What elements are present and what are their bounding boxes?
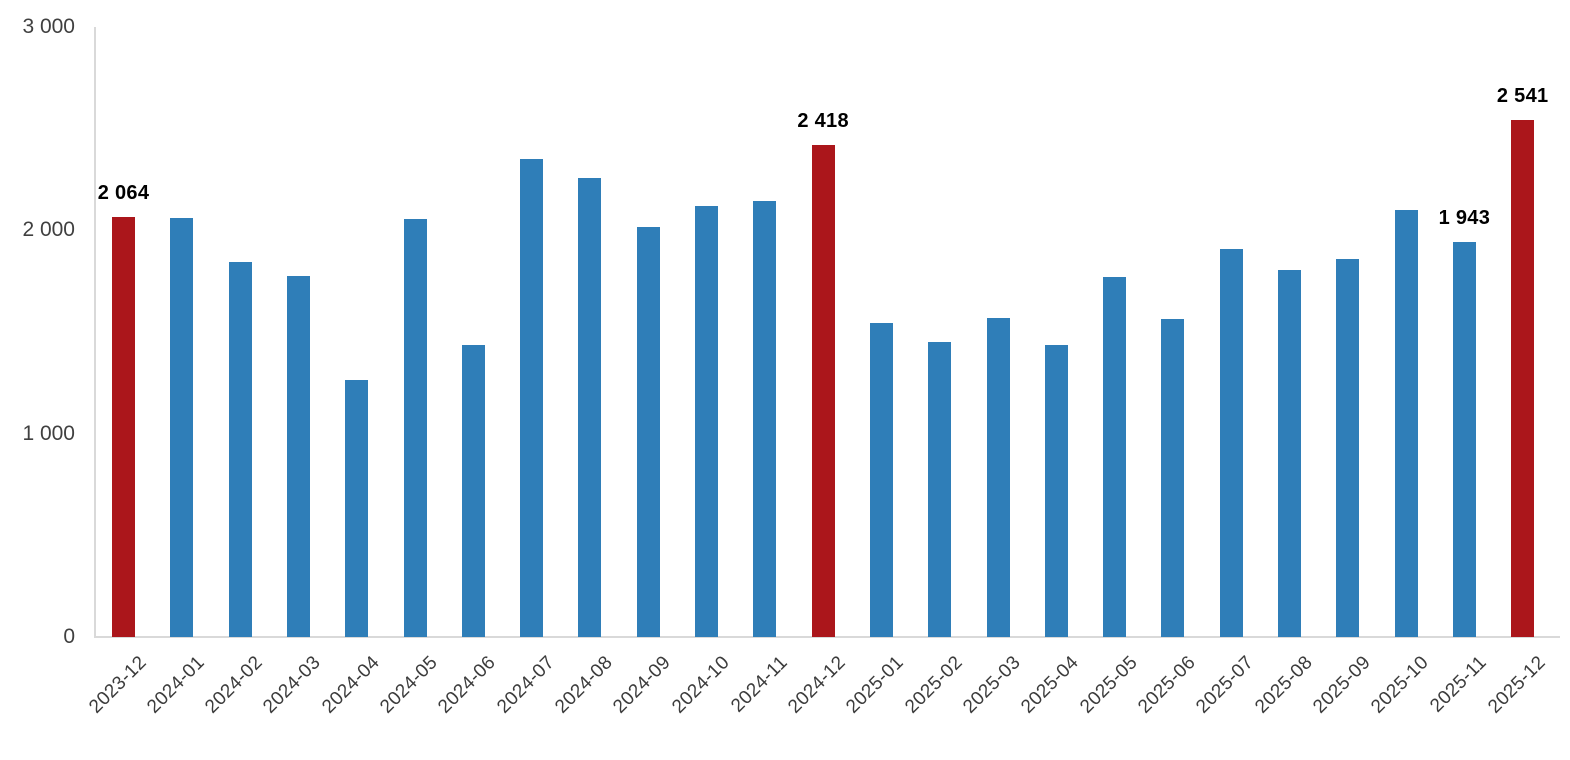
bar-value-label: 2 064 — [97, 182, 150, 205]
y-axis-line — [94, 27, 96, 637]
x-axis-line — [94, 636, 1560, 638]
bar-2025-03 — [986, 317, 1010, 637]
bar-2024-03 — [286, 276, 310, 637]
bar-2025-07 — [1219, 248, 1243, 637]
bar-2025-12 — [1511, 120, 1535, 637]
bar-2025-09 — [1336, 258, 1360, 637]
bar-2024-09 — [636, 227, 660, 637]
bar-2024-12 — [811, 145, 835, 637]
bar-2025-06 — [1161, 318, 1185, 637]
bar-2024-08 — [578, 178, 602, 637]
bar-value-label: 2 541 — [1496, 85, 1549, 108]
y-tick-label: 3 000 — [22, 15, 75, 38]
bar-value-label: 2 418 — [797, 110, 849, 133]
bar-value-label: 1 943 — [1438, 206, 1491, 229]
bar-2025-10 — [1394, 210, 1418, 637]
bar-2024-10 — [695, 205, 718, 637]
y-tick-label: 2 000 — [22, 218, 75, 242]
bar-2025-02 — [928, 342, 952, 637]
x-tick-label: 2023-12 — [84, 652, 151, 718]
bar-2024-02 — [228, 261, 252, 637]
bar-2024-07 — [520, 159, 544, 637]
bar-2024-06 — [461, 345, 485, 637]
bar-2025-01 — [869, 322, 893, 637]
bar-2024-11 — [753, 200, 777, 637]
bar-2024-05 — [403, 219, 427, 637]
bar-2024-01 — [170, 218, 194, 637]
bar-2025-08 — [1278, 269, 1301, 637]
bar-2025-11 — [1452, 241, 1476, 637]
y-tick-label: 0 — [63, 625, 75, 648]
y-tick-label: 1 000 — [22, 421, 75, 445]
bar-2025-05 — [1103, 277, 1127, 637]
bar-2025-04 — [1044, 345, 1068, 637]
bar-2024-04 — [345, 379, 369, 637]
bar-2023-12 — [112, 217, 135, 637]
